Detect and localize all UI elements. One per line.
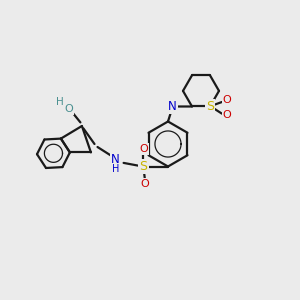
Text: H: H [56,97,64,107]
Text: O: O [223,110,232,121]
Text: S: S [206,100,214,113]
Text: O: O [223,95,232,106]
Text: O: O [64,104,74,114]
Text: O: O [139,144,148,154]
Text: N: N [168,100,177,113]
Text: S: S [140,160,147,173]
Text: N: N [111,153,120,166]
Text: O: O [140,179,149,189]
Text: H: H [112,164,119,174]
